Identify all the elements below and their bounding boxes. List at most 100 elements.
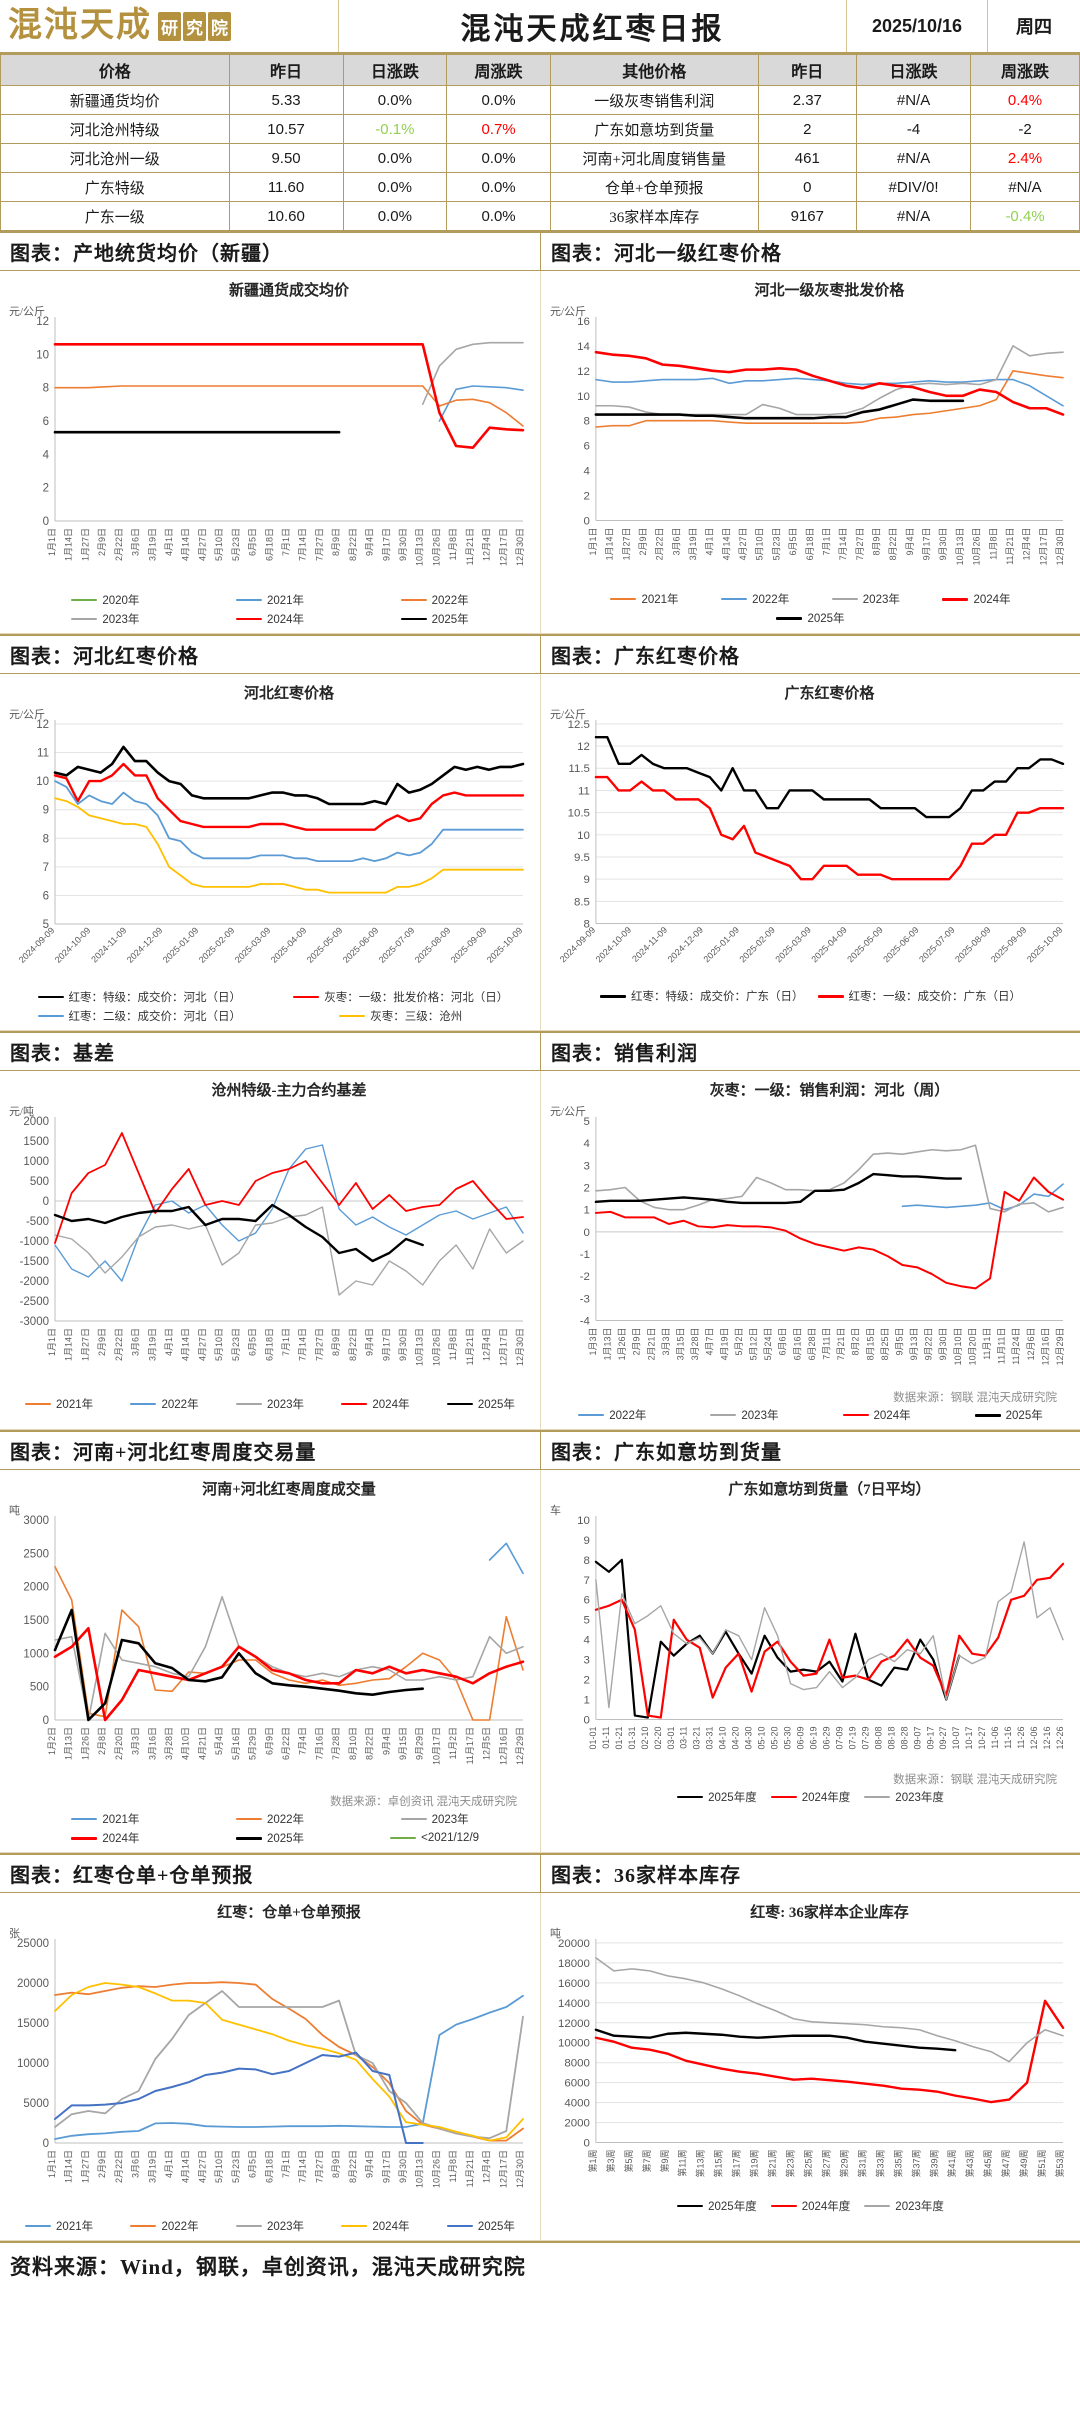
svg-text:10: 10	[577, 830, 590, 842]
svg-text:6: 6	[43, 890, 49, 902]
svg-text:-2: -2	[580, 1271, 590, 1283]
svg-text:2月22日: 2月22日	[655, 528, 665, 561]
svg-text:7月14日: 7月14日	[298, 1328, 308, 1361]
svg-text:2024-11-09: 2024-11-09	[89, 925, 128, 964]
svg-text:10: 10	[36, 349, 49, 361]
svg-text:车: 车	[550, 1503, 561, 1517]
page-title: 混沌天成红枣日报	[460, 13, 725, 46]
svg-text:2月22日: 2月22日	[114, 528, 124, 561]
table-header-cell: 昨日	[757, 54, 858, 86]
svg-text:9月17日: 9月17日	[922, 528, 932, 561]
svg-text:7月27日: 7月27日	[314, 2150, 324, 2183]
svg-text:1月27日: 1月27日	[80, 2150, 90, 2183]
svg-text:3月6日: 3月6日	[131, 1328, 141, 1356]
svg-text:第27周: 第27周	[820, 2150, 831, 2178]
svg-text:第51周: 第51周	[1036, 2150, 1047, 2178]
svg-text:2025-06-09: 2025-06-09	[341, 925, 381, 965]
svg-text:4月10日: 4月10日	[181, 1727, 191, 1760]
legend-label: 2023年	[266, 2221, 305, 2234]
svg-text:2024-10-09: 2024-10-09	[594, 925, 634, 965]
legend-item: 2025年度	[677, 1789, 757, 1805]
svg-text:5000: 5000	[23, 2098, 49, 2110]
svg-text:1月27日: 1月27日	[621, 528, 631, 561]
svg-text:4月1日: 4月1日	[164, 1328, 174, 1356]
svg-text:06-09: 06-09	[796, 1727, 806, 1750]
svg-text:12-16: 12-16	[1042, 1727, 1052, 1750]
svg-text:12000: 12000	[558, 2018, 590, 2030]
svg-text:2月9日: 2月9日	[97, 2150, 107, 2178]
legend-label: 2022年	[161, 2221, 199, 2234]
legend-label: 2025年	[807, 613, 845, 626]
svg-text:11月8日: 11月8日	[448, 2150, 458, 2182]
svg-text:03-01: 03-01	[666, 1727, 676, 1750]
svg-text:01-01: 01-01	[588, 1727, 598, 1750]
svg-text:12月4日: 12月4日	[482, 1328, 492, 1361]
svg-text:10-27: 10-27	[977, 1727, 987, 1750]
svg-text:10.5: 10.5	[568, 808, 590, 820]
svg-text:1500: 1500	[23, 1136, 49, 1148]
svg-text:04-10: 04-10	[718, 1727, 728, 1750]
table-cell: -0.1%	[342, 114, 448, 144]
svg-text:4: 4	[584, 1138, 591, 1150]
svg-text:08-08: 08-08	[873, 1727, 883, 1750]
chart-legend: 2021年 2022年 2023年 2024年 2025年	[1, 1396, 539, 1412]
svg-text:2025-08-09: 2025-08-09	[413, 925, 453, 965]
svg-text:09-17: 09-17	[925, 1727, 935, 1750]
svg-text:第7周: 第7周	[641, 2150, 652, 2173]
table-header-cell: 周涨跌	[970, 54, 1080, 86]
svg-text:1月14日: 1月14日	[605, 528, 615, 561]
legend-item: 2022年	[359, 592, 510, 608]
table-cell: 0.0%	[446, 201, 551, 231]
svg-text:12: 12	[577, 366, 590, 378]
svg-text:8月10日: 8月10日	[348, 1727, 358, 1760]
table-cell: #N/A	[856, 85, 972, 115]
svg-text:2000: 2000	[564, 2118, 590, 2130]
svg-text:吨: 吨	[9, 1504, 20, 1517]
svg-text:10月20日: 10月20日	[967, 1328, 977, 1366]
svg-text:4月1日: 4月1日	[705, 528, 715, 556]
svg-text:10月13日: 10月13日	[415, 528, 425, 566]
svg-text:9月30日: 9月30日	[938, 528, 948, 561]
svg-text:-2500: -2500	[20, 1296, 49, 1308]
section-label: 图表：36家样本库存	[540, 1855, 1080, 1893]
svg-text:6月5日: 6月5日	[248, 1328, 258, 1356]
svg-text:9月29日: 9月29日	[415, 1727, 425, 1760]
svg-text:7月1日: 7月1日	[821, 528, 831, 556]
svg-text:12月16日: 12月16日	[498, 1727, 508, 1765]
svg-text:9: 9	[584, 1535, 590, 1547]
svg-text:20000: 20000	[558, 1938, 590, 1950]
svg-text:3月19日: 3月19日	[147, 2150, 157, 2183]
table-header-cell: 日涨跌	[856, 54, 972, 86]
table-cell: 0.4%	[970, 85, 1080, 115]
legend-label: 2023年	[266, 1399, 305, 1411]
section-label: 图表：河南+河北红枣周度交易量	[10, 1442, 317, 1465]
legend-line-swatch	[770, 1795, 797, 1798]
chart-legend: 2021年 2022年 2023年 2024年 2025年 <2021/12/9	[1, 1811, 539, 1846]
svg-text:2024-09-09: 2024-09-09	[17, 925, 57, 965]
svg-text:0: 0	[43, 516, 49, 528]
legend-label: 红枣：二级：成交价：河北（日）	[68, 1011, 242, 1023]
legend-label: 2023年	[741, 1410, 779, 1423]
chart-legend: 2025年度 2024年度 2023年度	[542, 1789, 1079, 1805]
svg-text:7月14日: 7月14日	[298, 528, 308, 561]
svg-text:4月1日: 4月1日	[164, 2150, 174, 2178]
svg-text:第41周: 第41周	[946, 2150, 957, 2178]
svg-text:3月3日: 3月3日	[131, 1727, 141, 1755]
svg-text:5月23日: 5月23日	[771, 528, 781, 561]
data-source-note: 数据来源：钢联 混沌天成研究院	[893, 1773, 1057, 1786]
table-cell: 河南+河北周度销售量	[549, 143, 759, 173]
svg-text:1月1日: 1月1日	[47, 528, 57, 556]
legend-line-swatch	[446, 2225, 473, 2228]
svg-text:第21周: 第21周	[767, 2150, 778, 2178]
svg-text:第17周: 第17周	[731, 2150, 742, 2178]
svg-text:5: 5	[43, 919, 49, 931]
charts-row: 新疆通货成交均价 元/公斤 0 2 4 6 8 10 12 1月1日 1月14日 1月27日 2月9日 2…	[0, 271, 1080, 634]
svg-text:7月27日: 7月27日	[855, 528, 865, 561]
svg-text:红枣：仓单+仓单预报: 红枣：仓单+仓单预报	[217, 1903, 361, 1921]
svg-text:第39周: 第39周	[928, 2150, 939, 2178]
data-source-note: 数据来源：卓创资讯 混沌天成研究院	[330, 1796, 517, 1809]
svg-text:2: 2	[584, 491, 590, 503]
svg-text:第45周: 第45周	[982, 2150, 993, 2178]
svg-text:10月13日: 10月13日	[415, 2150, 425, 2188]
